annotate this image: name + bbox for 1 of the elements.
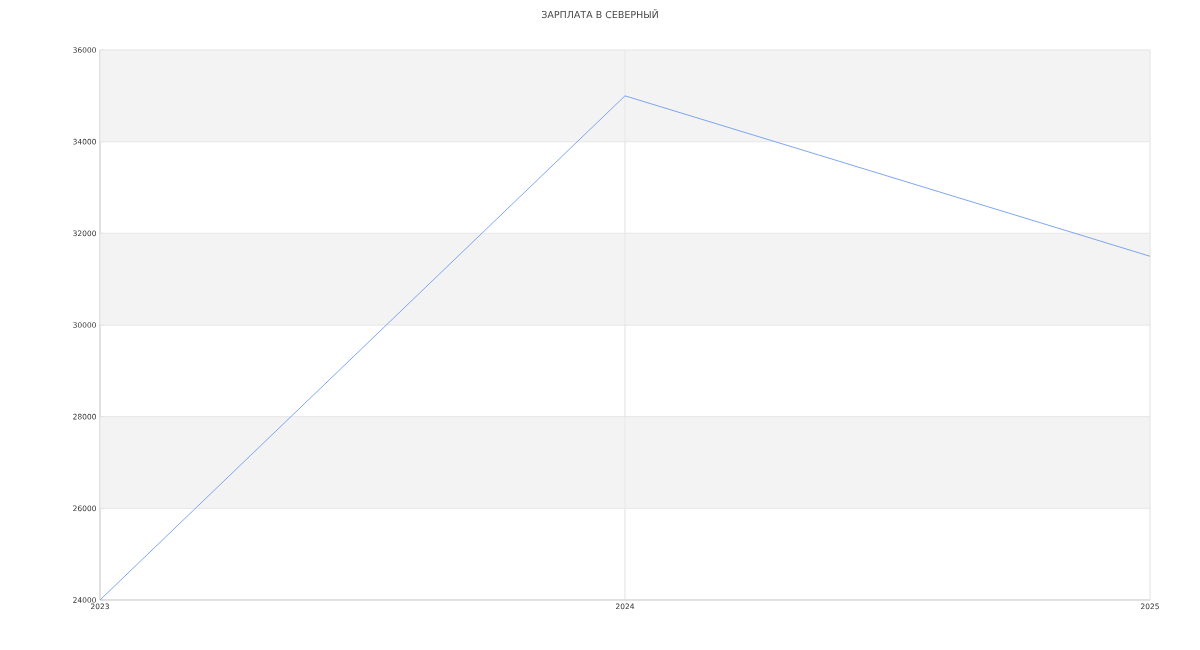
chart-title: ЗАРПЛАТА В СЕВЕРНЫЙ	[541, 9, 658, 19]
